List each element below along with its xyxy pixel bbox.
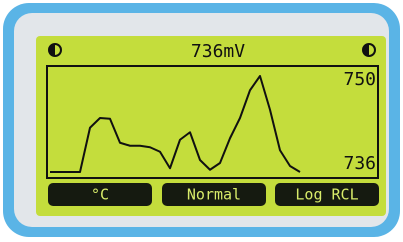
softkey-label[interactable]: Normal [187,186,241,204]
y-tick-label: 750 [343,69,376,90]
softkey-label[interactable]: °C [91,186,109,204]
reading: 736mV [191,41,245,62]
softkey-label[interactable]: Log RCL [295,186,358,204]
y-tick-label: 736 [343,153,376,174]
device-screen: 736mV °C Normal Log RCL 736 750 [0,0,403,242]
